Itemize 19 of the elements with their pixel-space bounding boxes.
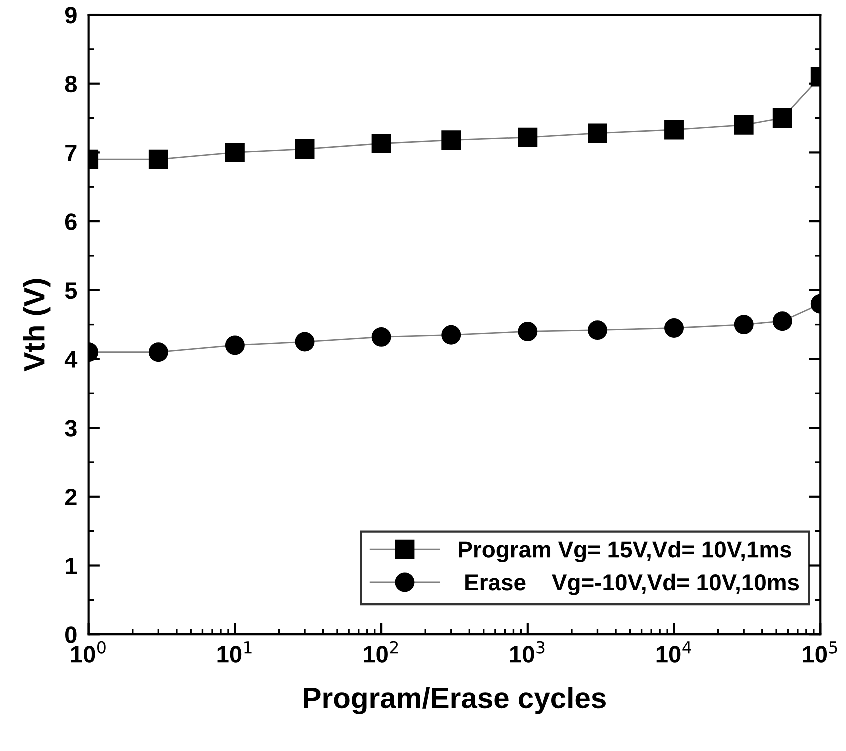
x-tick-label: 10$^{5}$	[803, 642, 838, 663]
y-tick-label: 2	[65, 488, 77, 506]
x-tick-label: 10$^{2}$	[364, 641, 398, 663]
y-axis-title: Vth (V)	[24, 279, 51, 372]
x-axis-title: Program/Erase cycles	[304, 687, 606, 714]
y-tick-label: 1	[66, 558, 78, 574]
legend-label: Program Vg= 15V,Vd= 10V,1ms	[459, 541, 792, 562]
y-tick-label: 8	[65, 76, 77, 93]
y-tick-label: 4	[64, 352, 78, 368]
x-tick-label: 10$^{1}$	[218, 642, 252, 663]
x-tick-label: 10$^{3}$	[510, 641, 545, 663]
y-tick-label: 6	[65, 214, 77, 230]
y-tick-label: 5	[65, 282, 78, 300]
y-tick-label: 3	[65, 420, 77, 437]
legend-label: Erase Vg=-10V,Vd= 10V,10ms	[466, 574, 800, 596]
y-tick-label: 0	[66, 626, 77, 644]
y-tick-label: 9	[65, 7, 77, 24]
y-tick-label: 7	[66, 145, 77, 162]
x-tick-label: 10$^{4}$	[656, 642, 692, 663]
